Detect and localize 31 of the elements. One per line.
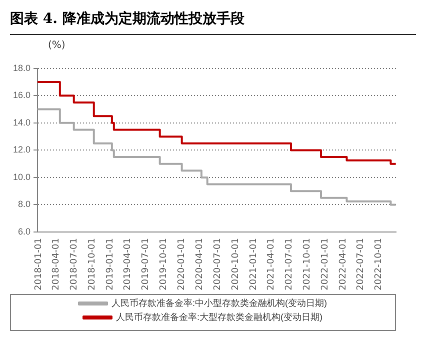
legend-label: 人民币存款准备金率:大型存款类金融机构(变动日期) bbox=[116, 312, 323, 322]
x-tick-label: 2020-10-01 bbox=[230, 238, 241, 290]
y-tick-label: 6.0 bbox=[18, 226, 31, 236]
y-tick-label: 14.0 bbox=[12, 117, 31, 128]
x-tick-label: 2021-10-01 bbox=[302, 238, 313, 290]
x-tick-label: 2022-07-01 bbox=[356, 238, 366, 290]
x-tick-label: 2022-10-01 bbox=[374, 238, 384, 290]
chart-title: 图表 4. 降准成为定期流动性投放手段 bbox=[10, 10, 416, 35]
x-tick-label: 2018-01-01 bbox=[34, 238, 44, 290]
x-tick-label: 2019-01-01 bbox=[105, 238, 116, 290]
x-tick-label: 2020-01-01 bbox=[177, 238, 188, 290]
y-tick-label: 16.0 bbox=[12, 90, 31, 100]
x-tick-label: 2018-10-01 bbox=[87, 238, 98, 290]
y-axis-title: (%) bbox=[48, 40, 66, 51]
y-tick-label: 8.0 bbox=[18, 199, 31, 210]
legend-label: 人民币存款准备金率:中小型存款类金融机构(变动日期) bbox=[112, 298, 328, 308]
x-tick-label: 2019-07-01 bbox=[140, 238, 151, 290]
x-tick-label: 2021-01-01 bbox=[248, 238, 259, 290]
x-tick-label: 2019-04-01 bbox=[123, 238, 134, 290]
x-tick-label: 2020-07-01 bbox=[212, 238, 223, 290]
y-tick-label: 12.0 bbox=[12, 144, 31, 155]
x-tick-label: 2021-04-01 bbox=[266, 238, 277, 290]
x-tick-label: 2019-10-01 bbox=[159, 238, 170, 290]
y-tick-label: 10.0 bbox=[12, 172, 31, 182]
x-tick-label: 2022-04-01 bbox=[338, 238, 348, 290]
x-tick-label: 2018-04-01 bbox=[51, 238, 62, 290]
x-tick-label: 2018-07-01 bbox=[69, 238, 80, 290]
y-tick-label: 18.0 bbox=[12, 62, 31, 73]
x-tick-label: 2021-07-01 bbox=[284, 238, 294, 290]
x-tick-label: 2020-04-01 bbox=[194, 238, 205, 290]
x-tick-label: 2022-01-01 bbox=[320, 238, 331, 290]
